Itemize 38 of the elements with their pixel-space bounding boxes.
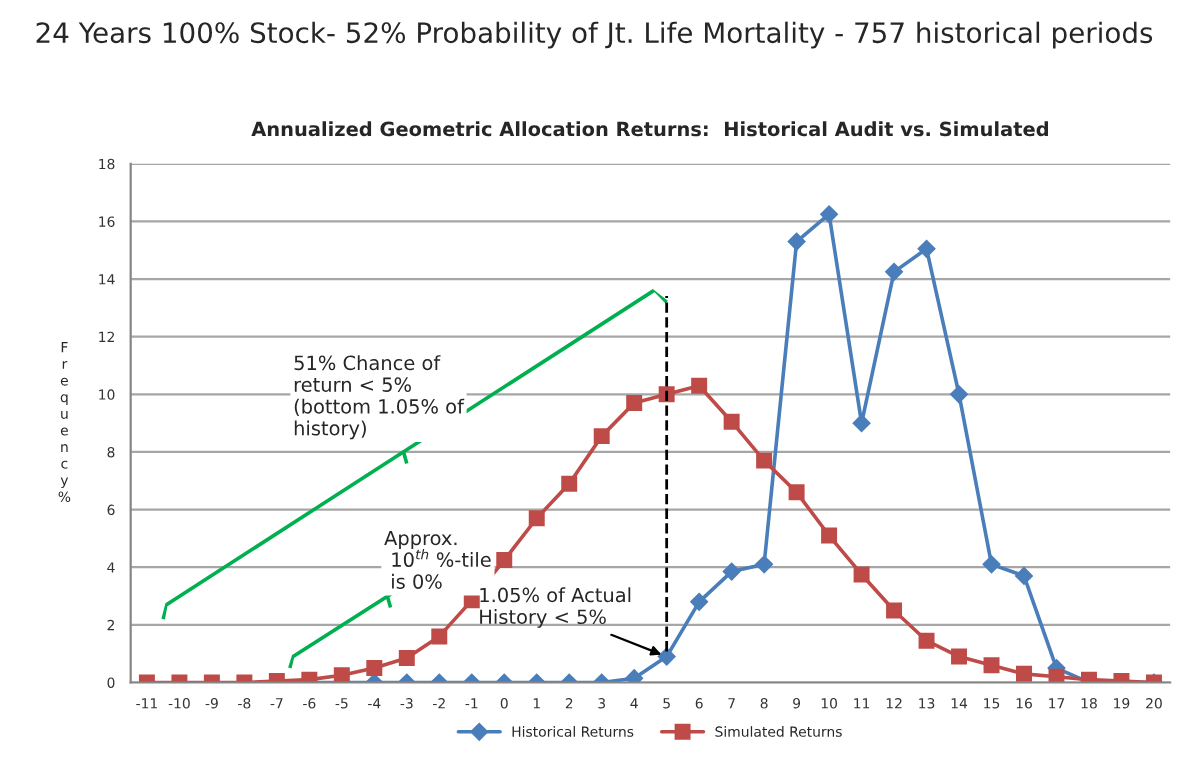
annotation: 1.05% of Actual History < 5% <box>480 587 631 628</box>
point <box>852 414 871 433</box>
point <box>722 562 741 581</box>
point <box>690 592 709 611</box>
point <box>723 413 740 430</box>
point <box>950 385 968 404</box>
point <box>787 232 806 251</box>
point <box>821 527 838 544</box>
point <box>528 510 545 527</box>
point <box>691 377 708 394</box>
point <box>626 394 643 411</box>
point <box>333 667 350 683</box>
point <box>1016 665 1032 682</box>
point <box>885 262 903 281</box>
point <box>366 660 383 677</box>
point <box>755 555 774 574</box>
point <box>398 650 415 666</box>
chart-subtitle: Annualized Geometric Allocation Returns: Historical Audit vs. Simulated <box>251 121 1048 137</box>
point <box>657 647 676 666</box>
point <box>496 552 513 569</box>
point <box>820 205 838 224</box>
point <box>982 555 1001 574</box>
point <box>983 657 1000 674</box>
point <box>756 452 773 469</box>
annotation: 51% Chance of return < 5% (bottom 1.05% of history) <box>294 355 465 440</box>
point <box>431 628 448 645</box>
annotation: Approx. 10$^{th}$ %-tile is 0% <box>384 530 491 589</box>
point <box>625 669 644 683</box>
point <box>886 602 903 619</box>
chart-title: 24 Years 100% Stock- 52% Probability of Jt. Life Mortality - 757 historical periods <box>36 21 1153 49</box>
point <box>853 566 870 583</box>
point <box>918 632 935 649</box>
point <box>951 648 968 665</box>
point <box>593 428 610 445</box>
point <box>917 239 936 258</box>
point <box>788 484 805 501</box>
point <box>1015 566 1033 585</box>
point <box>561 475 578 492</box>
